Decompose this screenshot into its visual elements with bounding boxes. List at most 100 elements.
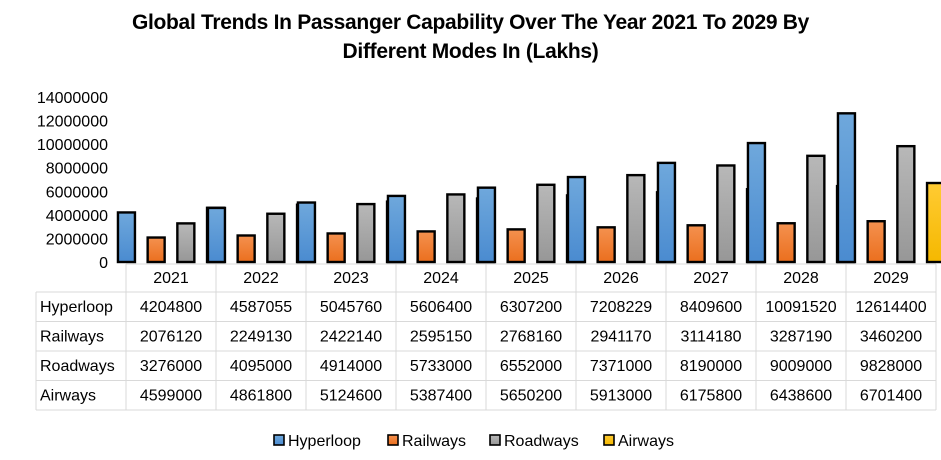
table-cell-value: 2768160 bbox=[500, 329, 562, 346]
data-table: 2021 2022 2023 2024 2025 2026 2027 2028 2029 Hype… bbox=[35, 263, 937, 411]
bar-hyperloop-2029 bbox=[836, 112, 857, 264]
legend: Hyperloop Railways Roadways Airways bbox=[273, 433, 674, 450]
table-cell-value: 6438600 bbox=[770, 388, 832, 405]
table-cell-value: 6701400 bbox=[860, 388, 922, 405]
legend-item-railways: Railways bbox=[387, 433, 466, 450]
x-tick-label: 2028 bbox=[783, 270, 819, 287]
table-cell-value: 4861800 bbox=[230, 388, 292, 405]
y-tick-label: 8000000 bbox=[46, 161, 108, 178]
bar-railways-2025 bbox=[506, 228, 526, 264]
table-cell-value: 6307200 bbox=[500, 299, 562, 316]
table-cell-value: 10091520 bbox=[765, 299, 836, 316]
table-cell-value: 2595150 bbox=[410, 329, 472, 346]
table-cell-value: 8409600 bbox=[680, 299, 742, 316]
table-cell-value: 5733000 bbox=[410, 358, 472, 375]
bar-roadways-2021 bbox=[176, 222, 196, 264]
y-tick-label: 12000000 bbox=[37, 114, 108, 131]
legend-swatch bbox=[273, 434, 285, 446]
x-tick-label: 2023 bbox=[333, 270, 369, 287]
bar-hyperloop-2022 bbox=[206, 206, 227, 264]
bar-roadways-2024 bbox=[446, 193, 466, 264]
table-cell-value: 6552000 bbox=[500, 358, 562, 375]
legend-label: Railways bbox=[402, 433, 466, 450]
table-row-label: Roadways bbox=[40, 358, 115, 375]
table-cell-value: 5606400 bbox=[410, 299, 472, 316]
bar-railways-2024 bbox=[416, 230, 436, 264]
legend-label: Roadways bbox=[504, 433, 579, 450]
table-cell-value: 5387400 bbox=[410, 388, 472, 405]
x-tick-label: 2021 bbox=[153, 270, 189, 287]
table-cell-value: 4095000 bbox=[230, 358, 292, 375]
table-cell-value: 3460200 bbox=[860, 329, 922, 346]
bar-roadways-2027 bbox=[716, 164, 736, 264]
table-cell-value: 3276000 bbox=[140, 358, 202, 375]
bars bbox=[116, 112, 941, 264]
bar-hyperloop-2026 bbox=[566, 175, 587, 264]
bar-railways-2022 bbox=[236, 234, 256, 264]
bar-railways-2023 bbox=[326, 232, 346, 264]
y-tick-label: 0 bbox=[99, 255, 108, 272]
bar-railways-2027 bbox=[686, 224, 706, 264]
table-cell-value: 6175800 bbox=[680, 388, 742, 405]
bar-hyperloop-2024 bbox=[386, 194, 407, 264]
x-tick-label: 2026 bbox=[603, 270, 639, 287]
x-tick-label: 2024 bbox=[423, 270, 459, 287]
bar-airways-2029 bbox=[925, 181, 941, 264]
y-tick-label: 10000000 bbox=[37, 137, 108, 154]
table-cell-value: 7208229 bbox=[590, 299, 652, 316]
x-tick-label: 2022 bbox=[243, 270, 279, 287]
legend-item-roadways: Roadways bbox=[489, 433, 579, 450]
bar-roadways-2029 bbox=[896, 144, 916, 264]
y-tick-label: 14000000 bbox=[37, 90, 108, 107]
legend-label: Airways bbox=[618, 433, 674, 450]
table-cell-value: 2249130 bbox=[230, 329, 292, 346]
bar-group-2029 bbox=[836, 112, 941, 264]
table-cell-value: 5045760 bbox=[320, 299, 382, 316]
bar-railways-2029 bbox=[866, 220, 886, 264]
legend-label: Hyperloop bbox=[288, 433, 361, 450]
x-tick-label: 2027 bbox=[693, 270, 729, 287]
table-cell-value: 4914000 bbox=[320, 358, 382, 375]
legend-item-airways: Airways bbox=[603, 433, 674, 450]
bar-roadways-2022 bbox=[266, 212, 286, 264]
table-cell-value: 9009000 bbox=[770, 358, 832, 375]
table-row-label: Hyperloop bbox=[40, 299, 113, 316]
bar-hyperloop-2023 bbox=[296, 201, 317, 264]
legend-swatch bbox=[489, 434, 501, 446]
legend-swatch bbox=[387, 434, 399, 446]
bar-railways-2026 bbox=[596, 226, 616, 264]
table-cell-value: 3114180 bbox=[680, 329, 741, 346]
bar-hyperloop-2028 bbox=[746, 141, 767, 264]
table-cell-value: 2076120 bbox=[140, 329, 202, 346]
table-cell-value: 5913000 bbox=[590, 388, 652, 405]
table-cell-value: 4599000 bbox=[140, 388, 202, 405]
bar-roadways-2025 bbox=[536, 183, 556, 264]
table-cell-value: 9828000 bbox=[860, 358, 922, 375]
y-tick-label: 6000000 bbox=[46, 184, 108, 201]
table-cell-value: 2941170 bbox=[590, 329, 651, 346]
bar-railways-2021 bbox=[146, 236, 166, 264]
table-cell-value: 5124600 bbox=[320, 388, 382, 405]
table-cell-value: 4204800 bbox=[140, 299, 202, 316]
table-cell-value: 12614400 bbox=[855, 299, 926, 316]
bar-roadways-2028 bbox=[806, 154, 826, 264]
table-cell-value: 5650200 bbox=[500, 388, 562, 405]
y-tick-label: 4000000 bbox=[46, 208, 108, 225]
x-tick-label: 2025 bbox=[513, 270, 549, 287]
bar-hyperloop-2021 bbox=[116, 211, 137, 264]
table-cell-value: 7371000 bbox=[590, 358, 652, 375]
table-cell-value: 3287190 bbox=[770, 329, 832, 346]
bar-railways-2028 bbox=[776, 222, 796, 264]
chart-title: Global Trends In Passanger Capability Ov… bbox=[0, 8, 941, 66]
legend-swatch bbox=[603, 434, 615, 446]
table-cell-value: 8190000 bbox=[680, 358, 742, 375]
legend-item-hyperloop: Hyperloop bbox=[273, 433, 361, 450]
bar-hyperloop-2025 bbox=[476, 186, 497, 264]
bar-hyperloop-2027 bbox=[656, 161, 677, 264]
table-row-label: Railways bbox=[40, 329, 104, 346]
table-cell-value: 4587055 bbox=[230, 299, 292, 316]
chart-title-line-1: Global Trends In Passanger Capability Ov… bbox=[131, 11, 810, 34]
chart-title-line-2: Different Modes In (Lakhs) bbox=[342, 40, 599, 63]
table-cell-value: 2422140 bbox=[320, 329, 382, 346]
